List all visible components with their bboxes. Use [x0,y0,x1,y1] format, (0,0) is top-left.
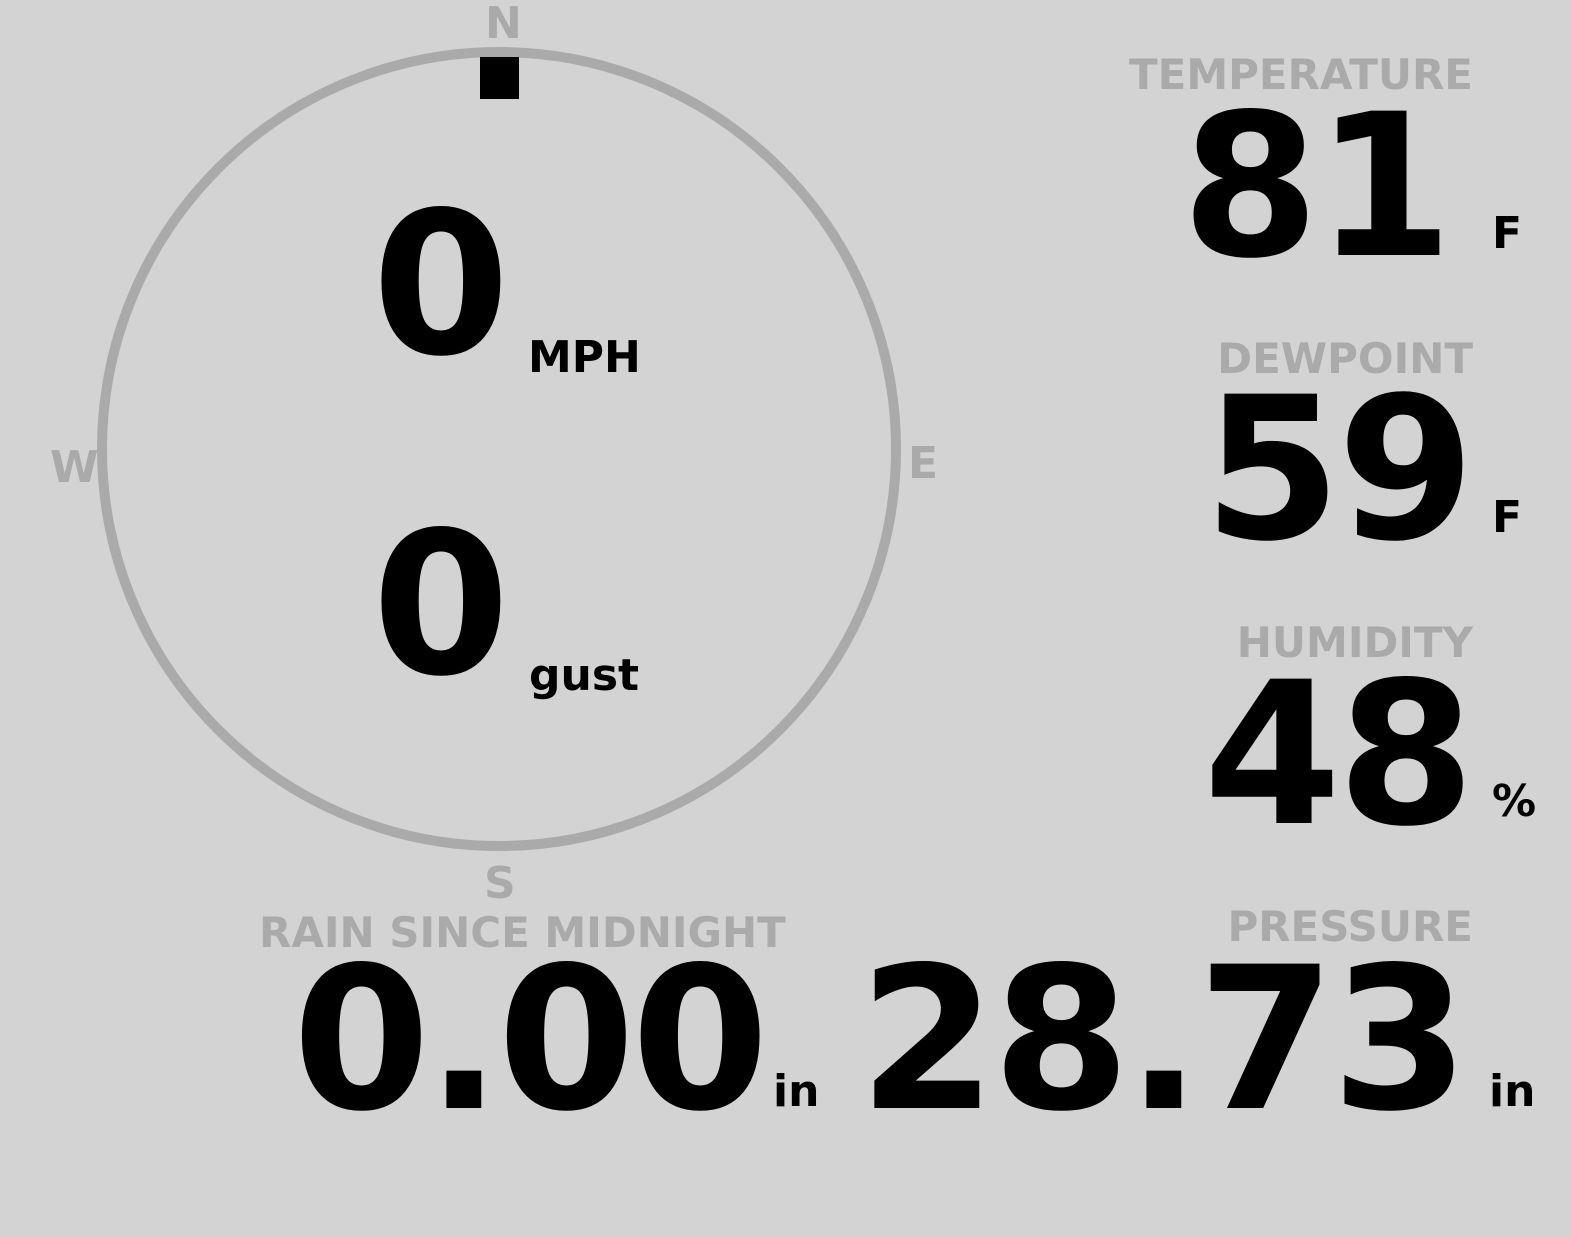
pressure-label: PRESSURE [1227,902,1473,951]
temperature-label: TEMPERATURE [1129,50,1473,99]
wind-speed-unit: MPH [528,332,641,383]
humidity-unit: % [1492,776,1537,827]
compass-north-label: N [485,0,522,49]
rain-value: 0.00 [292,924,769,1155]
humidity-label: HUMIDITY [1236,618,1473,667]
rain-label: RAIN SINCE MIDNIGHT [259,908,786,957]
wind-direction-marker [480,57,519,99]
wind-gust-label: gust [529,650,640,701]
compass-ring [97,47,901,851]
compass-west-label: W [50,442,99,493]
dewpoint-label: DEWPOINT [1217,334,1473,383]
wind-compass [97,47,901,851]
compass-east-label: E [908,438,939,489]
temperature-unit: F [1492,208,1523,259]
temperature-value: 81 [1181,71,1453,302]
pressure-unit: in [1489,1066,1536,1117]
wind-speed-value: 0 [372,169,510,400]
dewpoint-unit: F [1492,492,1523,543]
rain-unit: in [773,1066,820,1117]
wind-gust-value: 0 [372,489,510,720]
compass-south-label: S [484,858,516,909]
humidity-value: 48 [1203,639,1475,870]
dewpoint-value: 59 [1203,354,1475,585]
pressure-value: 28.73 [858,924,1469,1155]
